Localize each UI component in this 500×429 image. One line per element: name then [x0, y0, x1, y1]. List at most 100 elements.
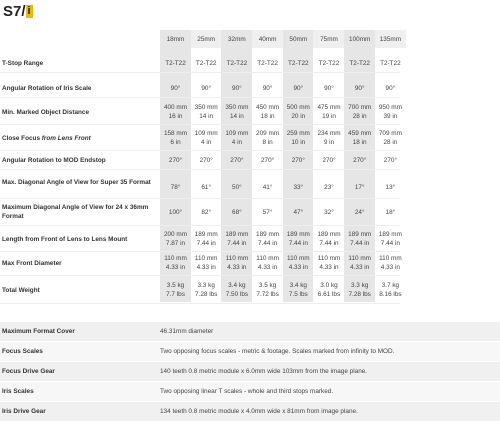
- row-label-text: Length from Front of Lens to Lens Mount: [2, 235, 128, 243]
- row-label-text: Max. Diagonal Angle of View for Super 35…: [2, 179, 151, 186]
- row-separator: [0, 251, 400, 252]
- column-header: 32mm: [228, 36, 246, 43]
- spec-value: 140 teeth 0.8 metric module x 6.0mm wide…: [160, 368, 368, 375]
- spec-label: Maximum Format Cover: [2, 328, 75, 335]
- spec-label: Focus Scales: [2, 348, 43, 355]
- row-label-text: Angular Rotation to MOD Endstop: [2, 156, 106, 164]
- cell-value: 459 mm: [348, 130, 372, 137]
- cell-value: 4.33 in: [257, 264, 278, 271]
- cell-value: 950 mm: [378, 104, 402, 111]
- cell-value: 7.44 in: [257, 240, 278, 247]
- cell-value: 110 mm: [348, 255, 371, 262]
- column-header: 18mm: [166, 36, 185, 43]
- cell-value: 14 in: [199, 113, 214, 120]
- cell-value: 7.7 lbs: [166, 291, 185, 298]
- spec-row-bg: [0, 382, 500, 401]
- cell-value: T2-T22: [226, 59, 248, 67]
- cell-value: 3.5 kg: [258, 282, 277, 289]
- cell-value: 4.33 in: [288, 264, 308, 271]
- column-header: 50mm: [289, 36, 308, 43]
- cell-value: 7.44 in: [288, 240, 308, 247]
- column-header: 135mm: [379, 36, 402, 43]
- cell-value: 9 in: [323, 139, 335, 146]
- cell-value: 28 in: [352, 113, 367, 120]
- cell-value: 400 mm: [163, 104, 188, 111]
- cell-value: 110 mm: [164, 255, 187, 262]
- cell-value: 23°: [324, 183, 334, 191]
- cell-value: 13°: [385, 183, 396, 191]
- cell-value: 500 mm: [286, 104, 310, 111]
- cell-value: 700 mm: [348, 104, 372, 111]
- cell-value: 189 mm: [378, 231, 402, 238]
- cell-value: 6.61 lbs: [317, 291, 341, 298]
- logo-text: S7/: [3, 3, 26, 20]
- row-label-text: Min. Marked Object Distance: [2, 108, 90, 116]
- cell-value: 19 in: [322, 113, 336, 120]
- cell-value: 110 mm: [194, 255, 218, 262]
- cell-value: 270°: [383, 156, 397, 164]
- cell-value: 110 mm: [286, 255, 310, 262]
- cell-value: 109 mm: [225, 130, 249, 137]
- cell-value: 350 mm: [225, 104, 249, 111]
- cell-value: 110 mm: [379, 255, 402, 262]
- cell-value: 7.28 lbs: [194, 291, 218, 298]
- cell-value: 8.16 lbs: [379, 291, 402, 298]
- cell-value: 450 mm: [256, 104, 280, 111]
- column-shade: [221, 30, 253, 302]
- spec-row-bg: [0, 342, 500, 361]
- column-shade: [160, 30, 191, 302]
- cell-value: 7.50 lbs: [225, 291, 249, 298]
- column-header: 75mm: [320, 36, 338, 43]
- cell-value: T2-T22: [349, 59, 370, 67]
- spec-value: Two opposing focus scales - metric & foo…: [160, 348, 395, 355]
- cell-value: 4 in: [231, 139, 243, 146]
- cell-value: 3.3 kg: [197, 282, 215, 289]
- cell-value: 50°: [232, 183, 242, 191]
- cell-value: 270°: [291, 156, 305, 164]
- cell-value: 90°: [354, 84, 365, 92]
- spec-row-bg: [0, 322, 500, 341]
- cell-value: T2-T22: [380, 59, 401, 67]
- cell-value: 82°: [201, 208, 212, 216]
- row-separator: [0, 169, 400, 170]
- cell-value: T2-T22: [257, 59, 278, 67]
- cell-value: 4.33 in: [227, 264, 247, 271]
- row-separator: [0, 275, 400, 276]
- spec-row-bg: [0, 362, 500, 381]
- cell-value: 189 mm: [225, 231, 249, 238]
- cell-value: 110 mm: [256, 255, 279, 262]
- cell-value: 234 mm: [317, 130, 341, 137]
- row-separator: [0, 150, 400, 151]
- row-label: Maximum Diagonal Angle of View for 24 x …: [2, 203, 160, 221]
- cell-value: 7.87 in: [165, 240, 186, 247]
- column-shade: [344, 30, 375, 302]
- row-label: T-Stop Range: [2, 59, 160, 68]
- cell-value: 270°: [353, 156, 367, 164]
- cell-value: 24°: [354, 208, 365, 216]
- row-label-em: from Lens Front: [41, 134, 91, 142]
- row-label: Angular Rotation to MOD Endstop: [2, 156, 160, 165]
- cell-value: 200 mm: [163, 231, 188, 238]
- row-label-text: Maximum Diagonal Angle of View for 24 x …: [2, 204, 149, 220]
- cell-value: T2-T22: [287, 59, 309, 67]
- cell-value: 33°: [293, 183, 304, 191]
- spec-label: Iris Drive Gear: [2, 408, 46, 415]
- cell-value: 7.72 lbs: [256, 291, 279, 298]
- column-header: 40mm: [258, 36, 277, 43]
- cell-value: 90°: [262, 84, 273, 92]
- cell-value: 4.33 in: [350, 264, 370, 271]
- cell-value: 158 mm: [163, 130, 188, 137]
- row-label: Max Front Diameter: [2, 259, 160, 268]
- cell-value: 110 mm: [317, 255, 341, 262]
- cell-value: 4.33 in: [380, 264, 400, 271]
- cell-value: 78°: [170, 183, 181, 191]
- cell-value: 90°: [232, 84, 242, 92]
- cell-value: 90°: [293, 84, 304, 92]
- cell-value: T2-T22: [318, 59, 340, 67]
- cell-value: 90°: [385, 84, 396, 92]
- row-separator: [0, 225, 400, 226]
- cell-value: 7.44 in: [380, 240, 400, 247]
- row-separator: [0, 198, 400, 199]
- cell-value: T2-T22: [195, 59, 217, 67]
